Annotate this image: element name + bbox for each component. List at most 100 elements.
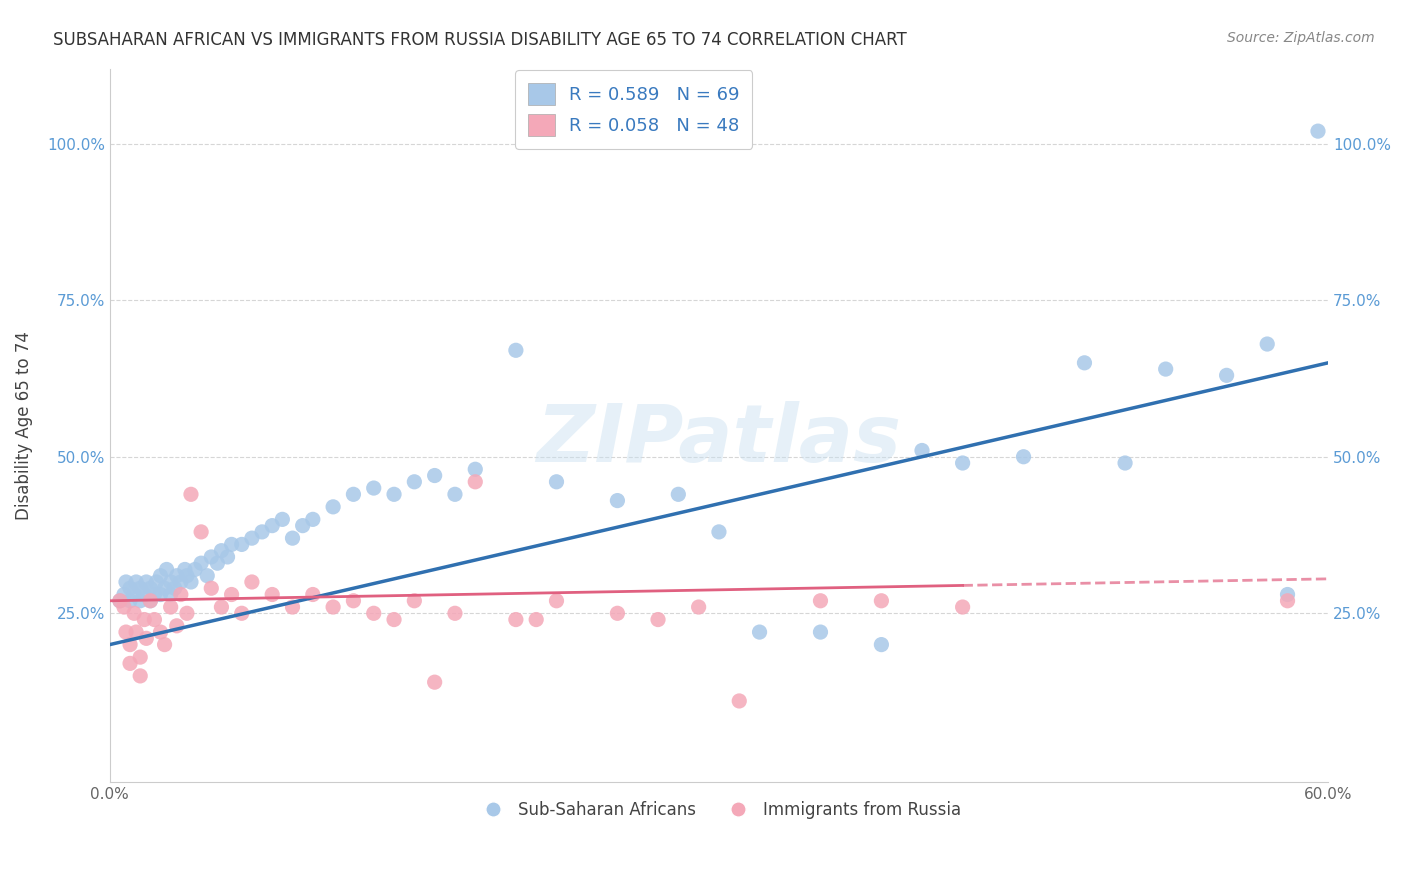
Text: SUBSAHARAN AFRICAN VS IMMIGRANTS FROM RUSSIA DISABILITY AGE 65 TO 74 CORRELATION: SUBSAHARAN AFRICAN VS IMMIGRANTS FROM RU…	[53, 31, 907, 49]
Point	[190, 524, 212, 539]
Point	[728, 694, 751, 708]
Point	[135, 632, 157, 646]
Point	[688, 600, 710, 615]
Point	[262, 587, 284, 601]
Point	[810, 625, 832, 640]
Point	[911, 443, 934, 458]
Point	[200, 549, 222, 564]
Point	[115, 625, 138, 640]
Point	[159, 587, 181, 601]
Point	[120, 581, 142, 595]
Point	[250, 524, 273, 539]
Point	[195, 568, 218, 582]
Point	[221, 587, 243, 601]
Point	[748, 625, 770, 640]
Point	[125, 574, 148, 589]
Point	[143, 613, 166, 627]
Point	[281, 531, 304, 545]
Point	[231, 537, 253, 551]
Point	[129, 594, 152, 608]
Point	[1073, 356, 1095, 370]
Point	[423, 675, 446, 690]
Point	[870, 638, 893, 652]
Point	[404, 594, 426, 608]
Point	[129, 650, 152, 665]
Point	[505, 613, 527, 627]
Point	[112, 600, 135, 615]
Point	[546, 475, 568, 489]
Point	[139, 581, 162, 595]
Point	[464, 475, 486, 489]
Point	[1277, 587, 1299, 601]
Point	[221, 537, 243, 551]
Point	[1012, 450, 1035, 464]
Point	[122, 607, 145, 621]
Point	[524, 613, 547, 627]
Point	[200, 581, 222, 595]
Point	[363, 481, 385, 495]
Point	[240, 531, 263, 545]
Point	[291, 518, 314, 533]
Point	[159, 574, 181, 589]
Point	[176, 568, 198, 582]
Point	[120, 657, 142, 671]
Point	[122, 587, 145, 601]
Point	[129, 669, 152, 683]
Point	[423, 468, 446, 483]
Point	[153, 581, 176, 595]
Point	[149, 587, 172, 601]
Point	[666, 487, 689, 501]
Point	[952, 600, 974, 615]
Point	[108, 594, 131, 608]
Point	[382, 487, 405, 501]
Text: ZIPatlas: ZIPatlas	[537, 401, 901, 479]
Point	[1256, 337, 1278, 351]
Point	[190, 556, 212, 570]
Y-axis label: Disability Age 65 to 74: Disability Age 65 to 74	[15, 331, 32, 520]
Point	[262, 518, 284, 533]
Point	[134, 613, 156, 627]
Point	[184, 562, 207, 576]
Point	[120, 638, 142, 652]
Point	[322, 500, 344, 514]
Point	[112, 587, 135, 601]
Point	[404, 475, 426, 489]
Point	[810, 594, 832, 608]
Point	[155, 562, 177, 576]
Point	[647, 613, 669, 627]
Point	[342, 487, 364, 501]
Point	[382, 613, 405, 627]
Point	[606, 607, 628, 621]
Point	[1277, 594, 1299, 608]
Point	[363, 607, 385, 621]
Point	[505, 343, 527, 358]
Point	[139, 594, 162, 608]
Point	[166, 568, 188, 582]
Point	[163, 581, 186, 595]
Point	[217, 549, 239, 564]
Point	[170, 587, 193, 601]
Point	[1114, 456, 1136, 470]
Point	[153, 638, 176, 652]
Point	[145, 574, 167, 589]
Point	[231, 607, 253, 621]
Text: Source: ZipAtlas.com: Source: ZipAtlas.com	[1227, 31, 1375, 45]
Point	[444, 607, 467, 621]
Point	[115, 574, 138, 589]
Point	[170, 574, 193, 589]
Point	[135, 574, 157, 589]
Point	[209, 543, 232, 558]
Point	[546, 594, 568, 608]
Point	[301, 587, 323, 601]
Point	[207, 556, 229, 570]
Point	[1154, 362, 1177, 376]
Point	[301, 512, 323, 526]
Point	[159, 600, 181, 615]
Point	[870, 594, 893, 608]
Point	[342, 594, 364, 608]
Point	[108, 594, 131, 608]
Point	[1215, 368, 1237, 383]
Point	[176, 607, 198, 621]
Point	[134, 587, 156, 601]
Point	[209, 600, 232, 615]
